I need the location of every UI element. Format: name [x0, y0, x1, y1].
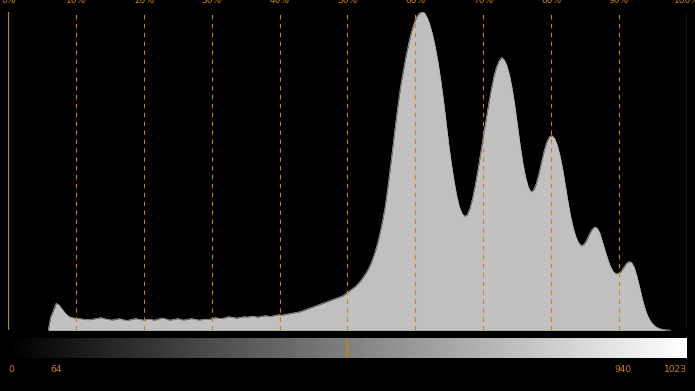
Text: 0: 0	[8, 365, 14, 374]
Text: 50%: 50%	[338, 0, 357, 5]
Text: 10%: 10%	[66, 0, 86, 5]
Text: 90%: 90%	[609, 0, 629, 5]
Text: 40%: 40%	[270, 0, 290, 5]
Text: 1023: 1023	[664, 365, 687, 374]
Text: 940: 940	[614, 365, 632, 374]
Text: 80%: 80%	[541, 0, 561, 5]
Text: 0%: 0%	[1, 0, 15, 5]
Text: 70%: 70%	[473, 0, 493, 5]
Text: 100%: 100%	[673, 0, 695, 5]
Text: 30%: 30%	[202, 0, 222, 5]
Text: 20%: 20%	[134, 0, 154, 5]
Text: 64: 64	[51, 365, 62, 374]
Text: 60%: 60%	[405, 0, 425, 5]
